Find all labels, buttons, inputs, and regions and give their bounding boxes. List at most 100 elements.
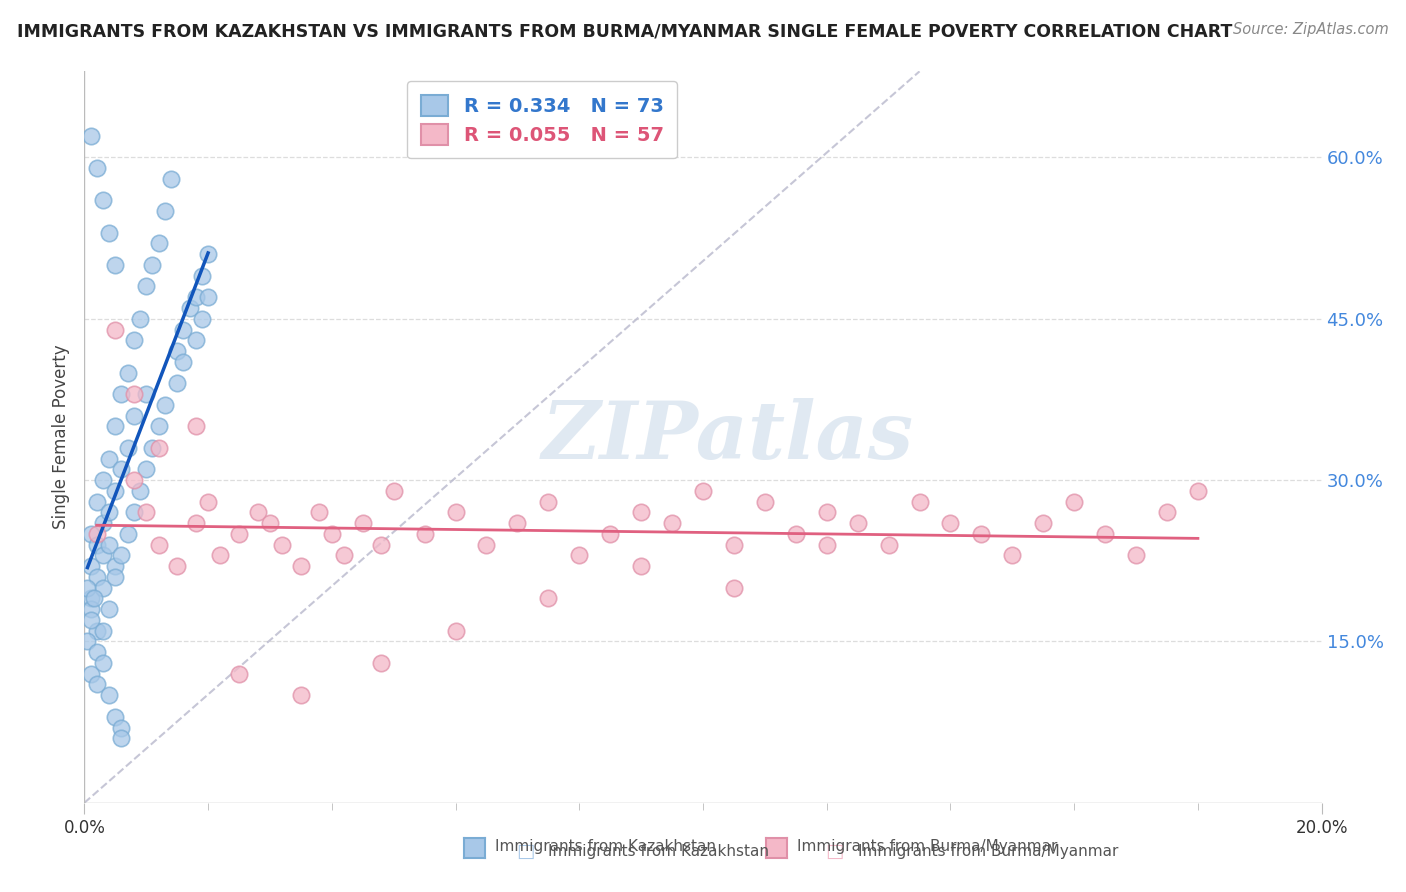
Point [86, 527, 108, 541]
Point [117, 527, 139, 541]
Point [91, 516, 114, 530]
Point [79, 128, 101, 143]
Point [191, 268, 214, 283]
Point [91, 656, 114, 670]
Point [76, 581, 98, 595]
Text: Immigrants from Kazakhstan: Immigrants from Kazakhstan [495, 839, 716, 854]
Point [1063, 494, 1085, 508]
Point [382, 483, 405, 498]
Point [117, 366, 139, 380]
Point [135, 279, 157, 293]
Point [475, 538, 498, 552]
Point [191, 311, 214, 326]
Point [104, 419, 127, 434]
Point [148, 441, 170, 455]
Text: □: □ [825, 842, 844, 862]
Point [1187, 483, 1209, 498]
Text: Immigrants from Burma/Myanmar: Immigrants from Burma/Myanmar [797, 839, 1057, 854]
Point [79, 559, 101, 574]
Point [723, 538, 745, 552]
Point [91, 473, 114, 487]
Text: Immigrants from Kazakhstan: Immigrants from Kazakhstan [548, 845, 769, 859]
Point [79, 613, 101, 627]
Point [166, 344, 188, 359]
Point [271, 538, 294, 552]
Point [939, 516, 962, 530]
Point [815, 538, 838, 552]
Legend: R = 0.334   N = 73, R = 0.055   N = 57: R = 0.334 N = 73, R = 0.055 N = 57 [408, 81, 678, 159]
Point [815, 505, 838, 519]
Point [413, 527, 436, 541]
Point [79, 666, 101, 681]
Point [184, 419, 207, 434]
Point [91, 581, 114, 595]
Point [179, 301, 201, 315]
Point [1032, 516, 1054, 530]
Point [98, 538, 121, 552]
Point [692, 483, 714, 498]
Point [160, 172, 183, 186]
Point [110, 462, 132, 476]
Point [1094, 527, 1116, 541]
Point [122, 409, 145, 423]
Point [148, 419, 170, 434]
Point [86, 624, 108, 638]
Point [166, 376, 188, 391]
Point [86, 494, 108, 508]
Point [117, 441, 139, 455]
Point [135, 387, 157, 401]
Point [1001, 549, 1024, 563]
Point [259, 516, 281, 530]
Point [104, 258, 127, 272]
Point [104, 710, 127, 724]
Point [506, 516, 529, 530]
Point [122, 473, 145, 487]
Point [172, 322, 194, 336]
Point [290, 688, 312, 702]
Point [148, 538, 170, 552]
Point [86, 161, 108, 176]
Point [370, 656, 392, 670]
Point [246, 505, 269, 519]
Point [537, 494, 560, 508]
Point [86, 645, 108, 659]
Point [91, 624, 114, 638]
Point [122, 387, 145, 401]
Point [104, 559, 127, 574]
Point [1125, 549, 1147, 563]
Point [104, 322, 127, 336]
Point [129, 483, 152, 498]
Point [352, 516, 374, 530]
Point [98, 602, 121, 616]
Point [104, 570, 127, 584]
Text: Immigrants from Burma/Myanmar: Immigrants from Burma/Myanmar [858, 845, 1118, 859]
Point [184, 333, 207, 347]
Point [754, 494, 776, 508]
Text: □: □ [516, 842, 534, 862]
Point [83, 591, 105, 606]
Point [209, 549, 232, 563]
Point [110, 721, 132, 735]
Point [1156, 505, 1178, 519]
Point [599, 527, 621, 541]
Point [184, 290, 207, 304]
Point [197, 247, 219, 261]
Point [86, 677, 108, 691]
Point [444, 624, 467, 638]
Point [76, 634, 98, 648]
Point [129, 311, 152, 326]
Point [197, 494, 219, 508]
Point [79, 591, 101, 606]
Point [141, 441, 163, 455]
Point [228, 527, 250, 541]
Point [79, 527, 101, 541]
Text: Source: ZipAtlas.com: Source: ZipAtlas.com [1233, 22, 1389, 37]
Point [877, 538, 900, 552]
Point [91, 194, 114, 208]
Point [98, 226, 121, 240]
Point [630, 505, 652, 519]
Point [122, 505, 145, 519]
Point [970, 527, 993, 541]
Point [110, 387, 132, 401]
Point [308, 505, 330, 519]
